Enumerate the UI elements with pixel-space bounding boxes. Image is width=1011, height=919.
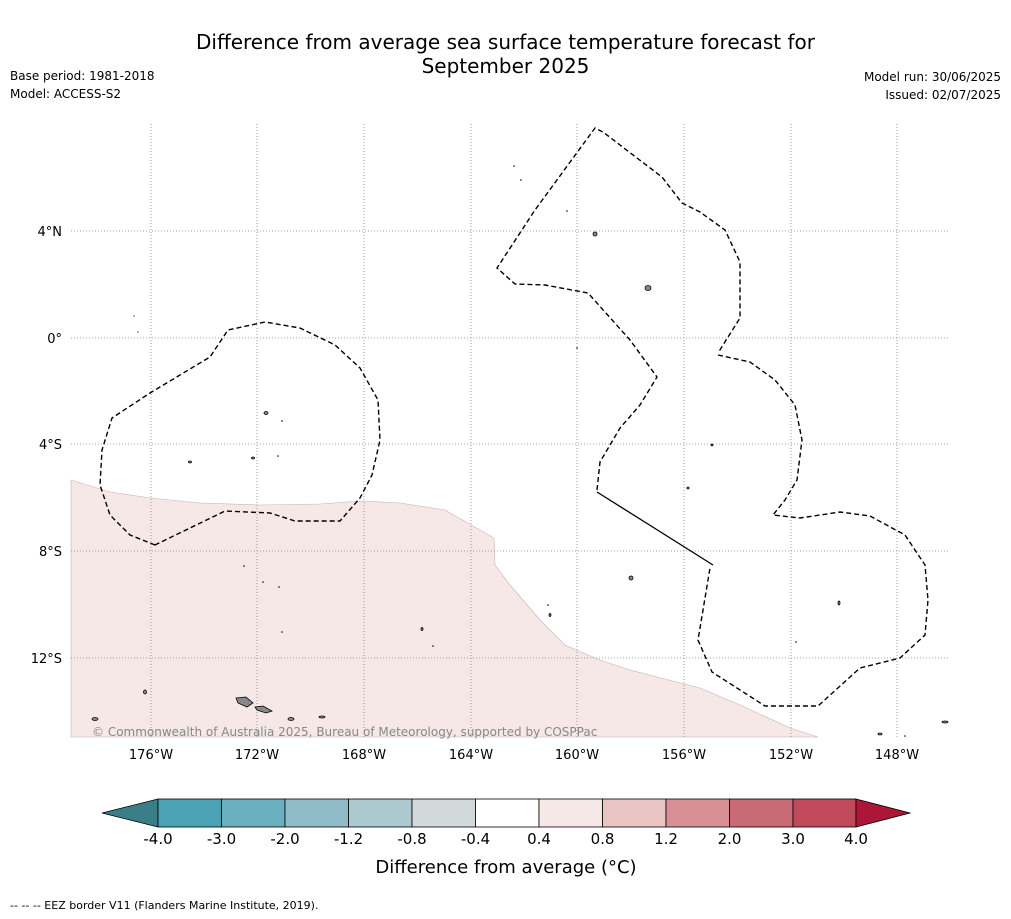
island	[251, 456, 255, 460]
colorbar-tick: -1.2	[334, 830, 363, 848]
island-savaii	[235, 696, 254, 708]
colorbar-tick: 1.2	[654, 830, 678, 848]
title-line-2: September 2025	[421, 54, 590, 78]
lon-label: 148°W	[875, 748, 919, 763]
issued-date: Issued: 02/07/2025	[885, 88, 1001, 102]
lat-label: 0°	[47, 332, 62, 347]
island	[628, 575, 634, 581]
island	[91, 717, 99, 721]
latitude-labels: 4°N 0° 4°S 8°S 12°S	[31, 225, 62, 667]
island	[420, 627, 424, 631]
island	[686, 486, 690, 490]
island	[188, 460, 192, 464]
island	[318, 715, 326, 719]
colorbar-bin	[284, 798, 349, 828]
eez-border-solid	[596, 491, 714, 566]
map-title: Difference from average sea surface temp…	[0, 30, 1011, 78]
model-run: Model run: 30/06/2025	[863, 70, 1001, 84]
colorbar-tick: -0.8	[397, 830, 426, 848]
lat-label: 4°S	[39, 438, 62, 453]
lat-label: 4°N	[38, 225, 63, 240]
meta-left: Base period: 1981-2018 Model: ACCESS-S2	[10, 67, 155, 103]
colorbar-label: Difference from average (°C)	[375, 857, 636, 878]
anomaly-region	[70, 479, 819, 738]
island	[287, 717, 295, 721]
colorbar-bin	[665, 798, 730, 828]
eez-footnote: -- -- -- EEZ border V11 (Flanders Marine…	[10, 899, 319, 912]
eez-border-east-north	[496, 127, 741, 491]
colorbar-tick: 3.0	[781, 830, 805, 848]
colorbar-bin	[411, 798, 476, 828]
island	[592, 231, 598, 237]
colorbar-tick: -4.0	[143, 830, 172, 848]
colorbar-ticks: -4.0 -3.0 -2.0 -1.2 -0.8 -0.4 0.4 0.8 1.…	[143, 830, 868, 848]
island	[548, 613, 552, 617]
colorbar-tick: -0.4	[461, 830, 490, 848]
colorbar-extend-low	[101, 798, 159, 828]
colorbar-bin	[602, 798, 667, 828]
colorbar-tick: 0.8	[591, 830, 615, 848]
lon-label: 160°W	[555, 748, 599, 763]
island	[877, 732, 883, 736]
colorbar-tick: 0.4	[527, 830, 551, 848]
island	[143, 689, 147, 695]
longitude-labels: 176°W 172°W 168°W 164°W 160°W 156°W 152°…	[129, 748, 919, 763]
colorbar-bin	[538, 798, 603, 828]
copyright-notice: © Commonwealth of Australia 2025, Bureau…	[92, 725, 597, 739]
eez-border-west	[99, 321, 381, 546]
colorbar-tick: 4.0	[844, 830, 868, 848]
title-line-1: Difference from average sea surface temp…	[195, 30, 815, 54]
island	[837, 600, 841, 606]
colorbar-bin	[475, 798, 540, 828]
base-period: Base period: 1981-2018	[10, 69, 155, 83]
lon-label: 164°W	[449, 748, 493, 763]
lon-label: 156°W	[662, 748, 706, 763]
colorbar-bin	[221, 798, 286, 828]
colorbar-bin	[157, 798, 222, 828]
colorbar	[101, 798, 912, 828]
eez-border-east-south	[697, 354, 929, 707]
island	[263, 411, 269, 415]
lat-label: 8°S	[39, 545, 62, 560]
island-dots	[133, 165, 906, 737]
model-name: Model: ACCESS-S2	[10, 87, 122, 101]
island	[941, 720, 949, 724]
lon-label: 172°W	[235, 748, 279, 763]
lon-label: 152°W	[769, 748, 813, 763]
gridlines	[71, 124, 950, 737]
lat-label: 12°S	[31, 652, 62, 667]
island	[710, 443, 714, 447]
island	[644, 285, 652, 291]
eez-borders	[99, 127, 929, 707]
meta-right: Model run: 30/06/2025 Issued: 02/07/2025	[864, 68, 1001, 104]
colorbar-bin	[348, 798, 413, 828]
lon-label: 168°W	[342, 748, 386, 763]
colorbar-tick: -3.0	[207, 830, 236, 848]
lon-label: 176°W	[129, 748, 173, 763]
colorbar-extend-high	[855, 798, 912, 828]
colorbar-bin	[792, 798, 857, 828]
island-upolu	[254, 705, 273, 714]
islands	[91, 231, 949, 736]
colorbar-tick: -2.0	[270, 830, 299, 848]
colorbar-tick: 2.0	[718, 830, 742, 848]
colorbar-bin	[729, 798, 794, 828]
